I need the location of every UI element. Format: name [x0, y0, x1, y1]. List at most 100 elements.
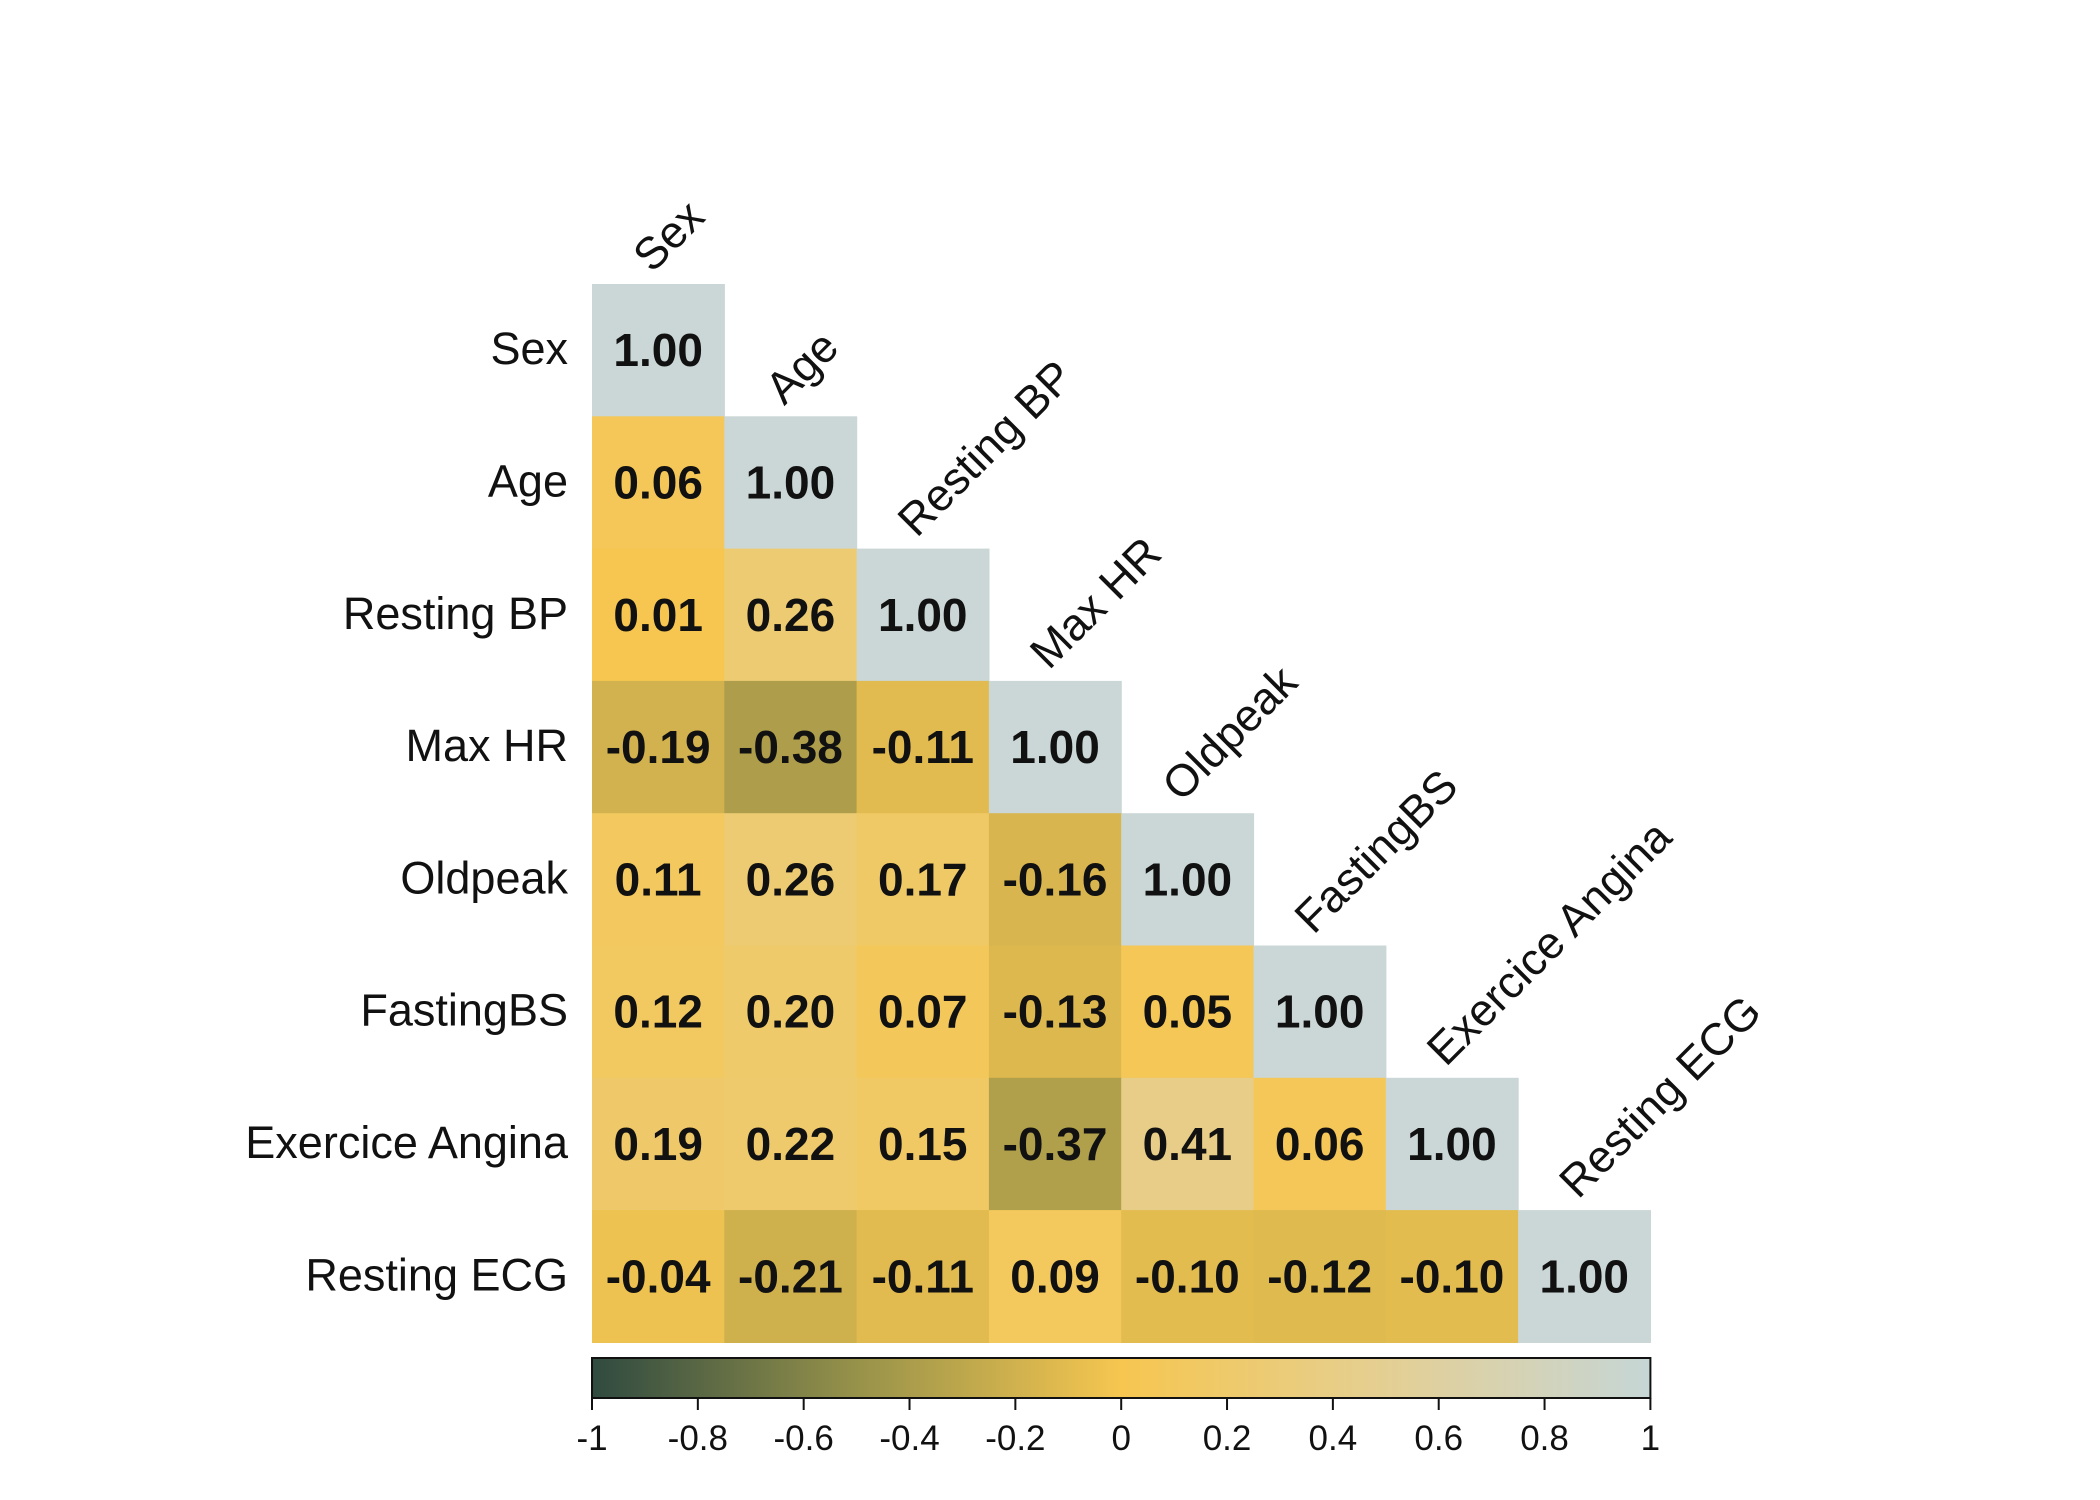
cell-value-exercice-angina-oldpeak: 0.41	[1143, 1118, 1233, 1170]
cell-resting-ecg-fastingbs	[1253, 1210, 1387, 1343]
row-label-age: Age	[488, 455, 568, 506]
cell-oldpeak-age	[724, 813, 858, 947]
cell-max-hr-sex	[592, 680, 725, 814]
cell-value-exercice-angina-max-hr: -0.37	[1003, 1118, 1108, 1170]
cell-value-oldpeak-resting-bp: 0.17	[878, 853, 968, 905]
cell-resting-bp-sex	[592, 548, 725, 682]
cell-value-fastingbs-resting-bp: 0.07	[878, 986, 968, 1038]
column-label-exercice-angina: Exercice Angina	[1417, 810, 1682, 1075]
cell-value-resting-ecg-age: -0.21	[738, 1250, 843, 1302]
colorbar-tick-label: -0.2	[985, 1419, 1045, 1458]
cell-exercice-angina-fastingbs	[1253, 1077, 1387, 1211]
colorbar-ticks: -1 -0.8 -0.6 -0.4 -0.2 0 0.2 0.4 0.6 0.8 1	[576, 1398, 1660, 1458]
colorbar-tick-label: 1	[1641, 1419, 1660, 1458]
cell-oldpeak-max-hr	[988, 813, 1122, 947]
cell-age-age	[724, 416, 858, 550]
heatmap-cells: 1.00 0.06 1.00 0.01 0.26 1.00 -0.19 -0.38 -0.11 1…	[592, 284, 1651, 1343]
cell-exercice-angina-age	[724, 1077, 858, 1211]
column-label-resting-bp: Resting BP	[888, 350, 1083, 545]
colorbar-tick-label: 0.8	[1520, 1419, 1569, 1458]
cell-exercice-angina-max-hr	[988, 1077, 1122, 1211]
row-label-resting-ecg: Resting ECG	[305, 1249, 568, 1300]
row-label-resting-bp: Resting BP	[343, 588, 568, 639]
cell-value-fastingbs-fastingbs: 1.00	[1275, 986, 1365, 1038]
colorbar-tick-label: 0.4	[1309, 1419, 1358, 1458]
cell-value-resting-ecg-exercice-angina: -0.10	[1400, 1250, 1505, 1302]
cell-value-resting-bp-resting-bp: 1.00	[878, 589, 968, 641]
cell-value-exercice-angina-fastingbs: 0.06	[1275, 1118, 1365, 1170]
cell-value-resting-ecg-resting-ecg: 1.00	[1539, 1250, 1629, 1302]
cell-value-fastingbs-sex: 0.12	[613, 986, 703, 1038]
colorbar-tick-label: 0	[1111, 1419, 1130, 1458]
cell-exercice-angina-sex	[592, 1077, 725, 1211]
cell-value-oldpeak-sex: 0.11	[615, 853, 702, 905]
cell-max-hr-age	[724, 680, 858, 814]
cell-value-oldpeak-age: 0.26	[746, 853, 836, 905]
cell-resting-ecg-resting-ecg	[1518, 1210, 1651, 1343]
row-label-exercice-angina: Exercice Angina	[245, 1117, 569, 1168]
cell-resting-bp-resting-bp	[856, 548, 990, 682]
cell-value-max-hr-resting-bp: -0.11	[872, 721, 974, 773]
cell-value-oldpeak-oldpeak: 1.00	[1143, 853, 1233, 905]
cell-fastingbs-resting-bp	[856, 945, 990, 1079]
colorbar-tick-label: -1	[576, 1419, 607, 1458]
cell-exercice-angina-resting-bp	[856, 1077, 990, 1211]
colorbar-tick-label: -0.4	[879, 1419, 939, 1458]
colorbar-tick-label: -0.6	[774, 1419, 834, 1458]
cell-resting-bp-age	[724, 548, 858, 682]
row-label-sex: Sex	[490, 323, 568, 374]
cell-fastingbs-fastingbs	[1253, 945, 1387, 1079]
row-label-fastingbs: FastingBS	[360, 985, 568, 1036]
cell-resting-ecg-sex	[592, 1210, 725, 1343]
cell-value-resting-ecg-fastingbs: -0.12	[1267, 1250, 1372, 1302]
cell-value-resting-bp-sex: 0.01	[613, 589, 703, 641]
cell-value-exercice-angina-resting-bp: 0.15	[878, 1118, 968, 1170]
cell-value-fastingbs-oldpeak: 0.05	[1143, 986, 1233, 1038]
cell-sex-sex	[592, 284, 725, 417]
cell-value-max-hr-sex: -0.19	[606, 721, 711, 773]
cell-value-resting-ecg-max-hr: 0.09	[1010, 1250, 1100, 1302]
cell-resting-ecg-age	[724, 1210, 858, 1343]
column-label-max-hr: Max HR	[1020, 527, 1171, 678]
cell-resting-ecg-exercice-angina	[1385, 1210, 1519, 1343]
column-label-oldpeak: Oldpeak	[1152, 655, 1307, 810]
cell-fastingbs-oldpeak	[1121, 945, 1255, 1079]
cell-value-resting-bp-age: 0.26	[746, 589, 836, 641]
cell-exercice-angina-exercice-angina	[1385, 1077, 1519, 1211]
cell-fastingbs-sex	[592, 945, 725, 1079]
colorbar-gradient	[591, 1357, 1652, 1399]
column-label-fastingbs: FastingBS	[1285, 760, 1468, 943]
cell-value-max-hr-age: -0.38	[738, 721, 843, 773]
cell-value-fastingbs-age: 0.20	[746, 986, 836, 1038]
cell-oldpeak-oldpeak	[1121, 813, 1255, 947]
cell-value-max-hr-max-hr: 1.00	[1010, 721, 1100, 773]
cell-fastingbs-max-hr	[988, 945, 1122, 1079]
cell-value-age-age: 1.00	[746, 456, 836, 508]
cell-oldpeak-resting-bp	[856, 813, 990, 947]
cell-value-fastingbs-max-hr: -0.13	[1003, 986, 1108, 1038]
cell-value-resting-ecg-resting-bp: -0.11	[872, 1250, 974, 1302]
cell-max-hr-resting-bp	[856, 680, 990, 814]
cell-value-sex-sex: 1.00	[613, 324, 703, 376]
row-labels: Sex Age Resting BP Max HR Oldpeak FastingBS Ex…	[245, 323, 569, 1300]
cell-value-resting-ecg-sex: -0.04	[606, 1250, 711, 1302]
cell-value-resting-ecg-oldpeak: -0.10	[1135, 1250, 1240, 1302]
column-label-age: Age	[755, 321, 848, 414]
cell-resting-ecg-oldpeak	[1121, 1210, 1255, 1343]
cell-oldpeak-sex	[592, 813, 725, 947]
colorbar-tick-label: 0.2	[1203, 1419, 1252, 1458]
cell-exercice-angina-oldpeak	[1121, 1077, 1255, 1211]
cell-value-oldpeak-max-hr: -0.16	[1003, 853, 1108, 905]
column-label-sex: Sex	[623, 190, 714, 281]
cell-resting-ecg-resting-bp	[856, 1210, 990, 1343]
cell-resting-ecg-max-hr	[988, 1210, 1122, 1343]
colorbar-tick-label: -0.8	[668, 1419, 728, 1458]
colorbar-tick-label: 0.6	[1414, 1419, 1463, 1458]
colorbar: -1 -0.8 -0.6 -0.4 -0.2 0 0.2 0.4 0.6 0.8 1	[576, 1357, 1660, 1458]
row-label-max-hr: Max HR	[405, 720, 568, 771]
cell-max-hr-max-hr	[988, 680, 1122, 814]
cell-value-exercice-angina-sex: 0.19	[613, 1118, 703, 1170]
cell-value-age-sex: 0.06	[613, 456, 703, 508]
cell-value-exercice-angina-exercice-angina: 1.00	[1407, 1118, 1497, 1170]
